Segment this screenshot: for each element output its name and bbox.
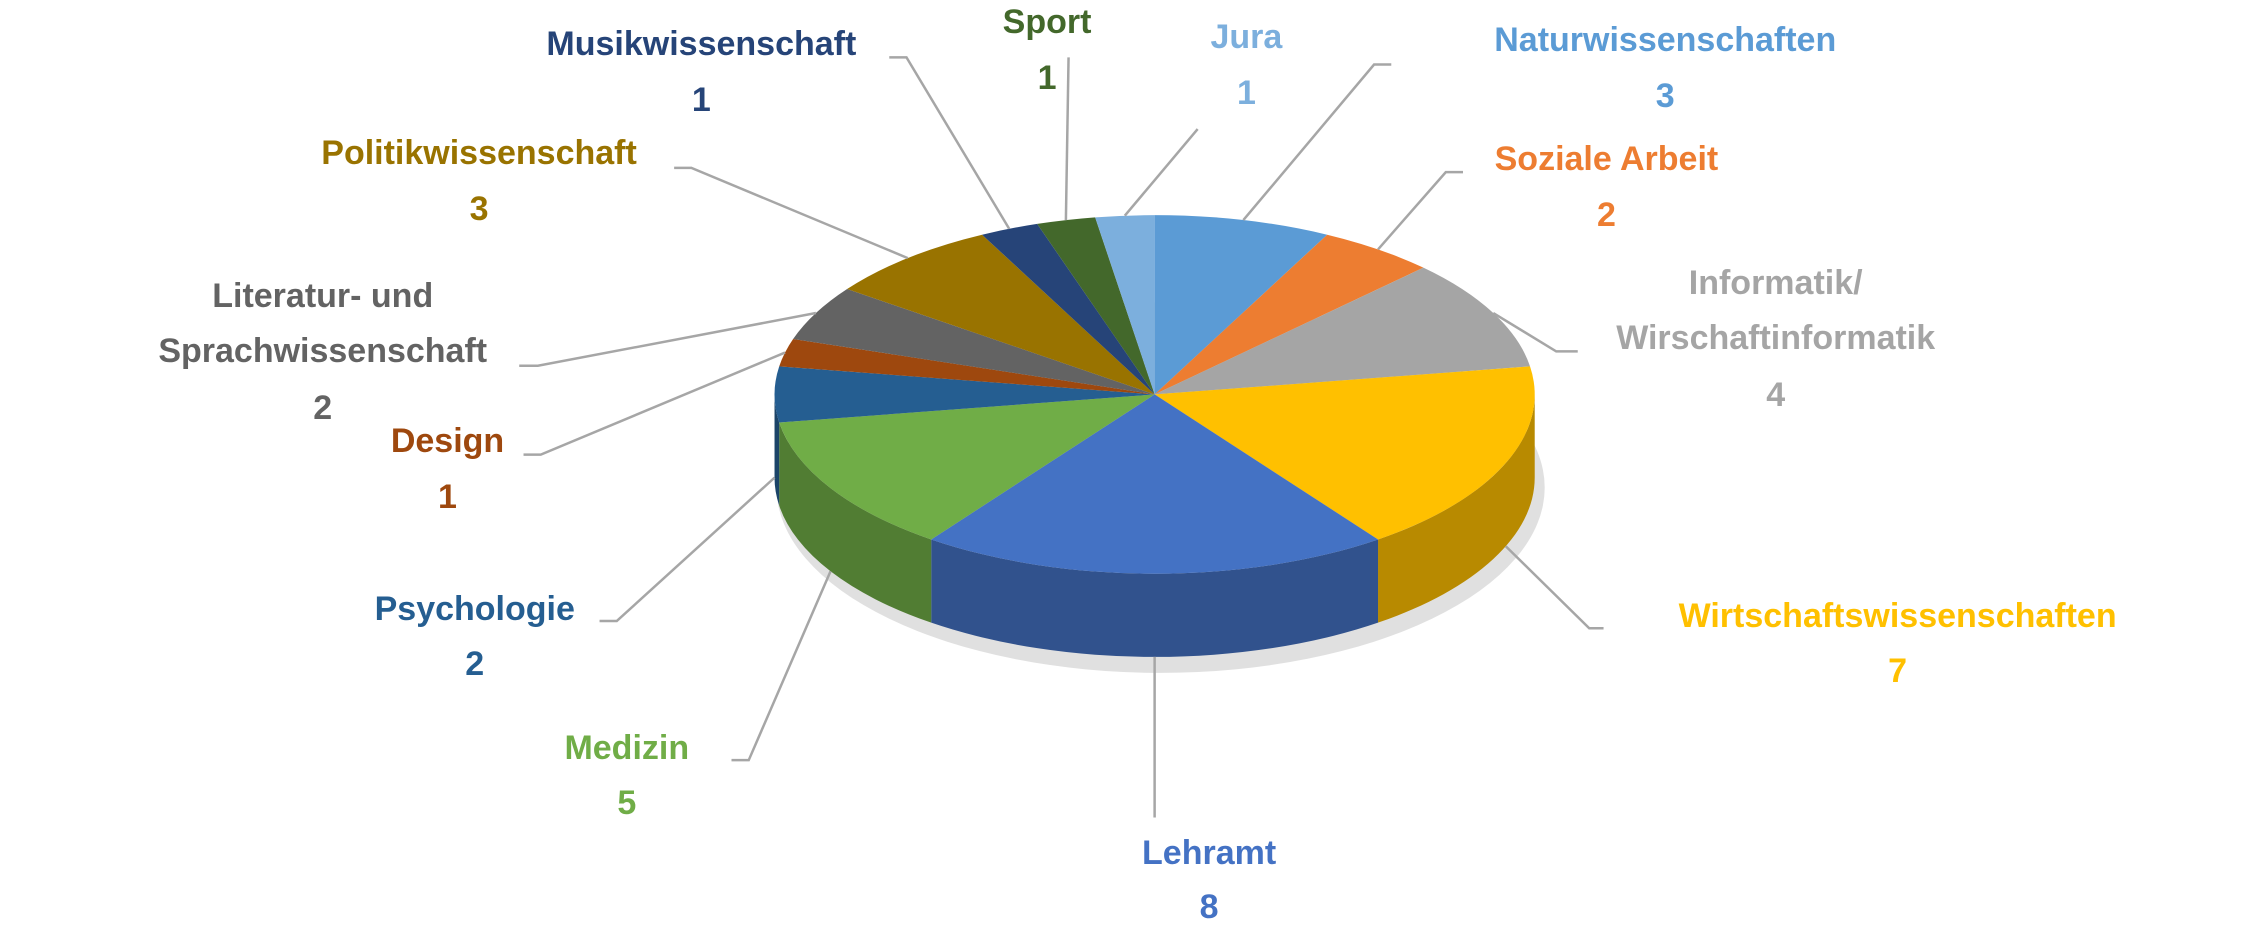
leader-line [1242, 63, 1392, 221]
value-label: 5 [617, 783, 637, 822]
category-label: Lehramt [1142, 833, 1277, 872]
category-label: Psychologie [374, 590, 575, 629]
value-label: 2 [1596, 195, 1616, 234]
leader-line [1492, 311, 1578, 353]
category-label: Politikwissenschaft [321, 133, 637, 172]
slice-side [774, 394, 780, 506]
value-label: 1 [438, 478, 457, 517]
slice [1154, 234, 1424, 395]
category-label: Musikwissenschaft [546, 24, 857, 63]
category-label: Soziale Arbeit [1494, 139, 1719, 178]
value-label: 2 [313, 389, 333, 428]
leader-line [599, 476, 776, 623]
slice [982, 223, 1155, 395]
value-label: 8 [1199, 888, 1219, 927]
leader-line [889, 56, 1011, 230]
category-label: Wirtschaftswissenschaften [1678, 597, 2117, 636]
slice-side [1378, 394, 1535, 623]
value-label: 3 [1655, 76, 1675, 115]
leader-line [731, 570, 832, 762]
category-label: Sport [1002, 3, 1092, 42]
slice [931, 394, 1379, 574]
leader-line [1064, 57, 1070, 221]
slice [1154, 267, 1531, 395]
category-label: Jura [1210, 17, 1283, 56]
value-label: 1 [1236, 73, 1256, 112]
value-label: 1 [691, 80, 711, 119]
slice-side [931, 539, 1379, 657]
value-label: 3 [469, 189, 489, 228]
leader-line [1123, 128, 1199, 217]
category-label: Medizin [564, 729, 690, 768]
category-label: Naturwissenschaften [1494, 20, 1837, 59]
value-label: 4 [1766, 376, 1786, 415]
category-label: Design [390, 422, 505, 461]
slice [774, 366, 1155, 423]
slice [1154, 215, 1328, 395]
category-label: Literatur- und Sprachwissenschaft [158, 277, 488, 371]
slice [1095, 215, 1155, 395]
slice-side [779, 422, 932, 623]
leader-line [523, 351, 786, 456]
slice [1154, 366, 1535, 540]
value-label: 1 [1037, 59, 1057, 98]
slice [847, 234, 1155, 395]
slice [779, 394, 1155, 540]
leader-line [1377, 170, 1463, 251]
slice [779, 339, 1155, 395]
value-label: 7 [1888, 651, 1908, 690]
leader-line [1504, 545, 1604, 630]
leader-line [519, 311, 817, 367]
value-label: 2 [465, 644, 485, 683]
leader-line [674, 166, 909, 260]
slice [1037, 217, 1155, 395]
category-label: Informatik/ Wirschaftinformatik [1616, 264, 1936, 358]
slice [793, 289, 1155, 395]
